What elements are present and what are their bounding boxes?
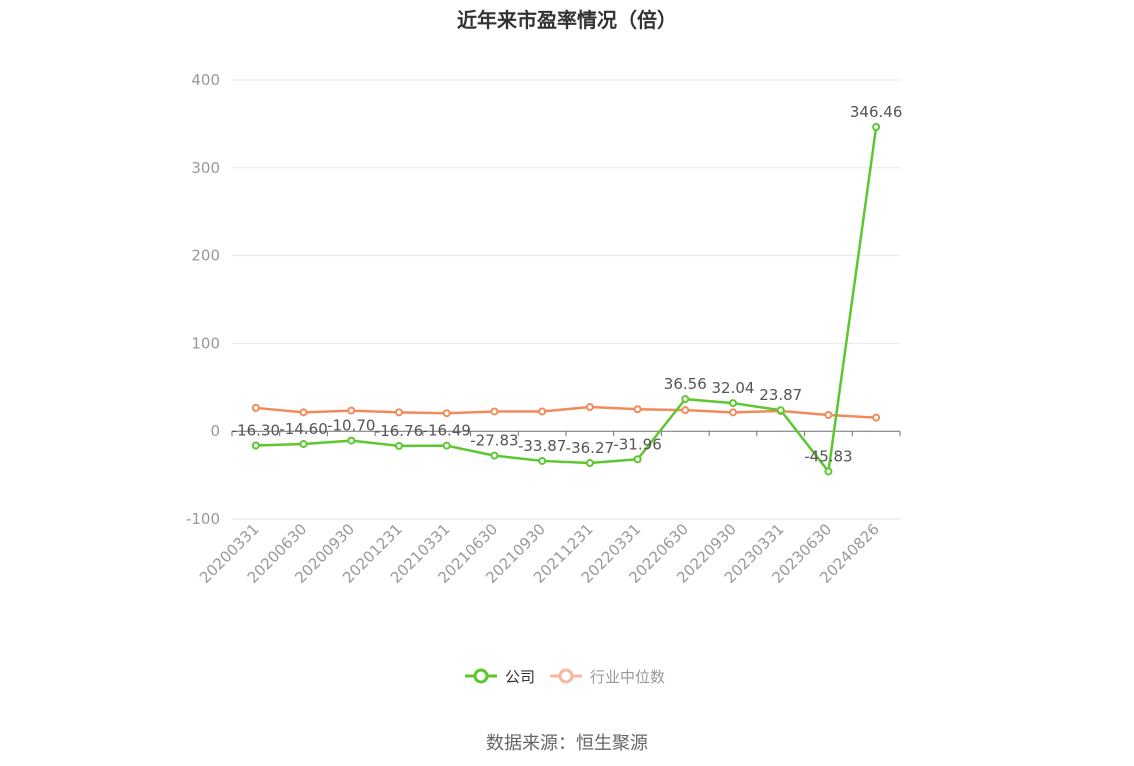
data-point	[538, 456, 547, 465]
series-lines	[251, 123, 881, 476]
legend-item[interactable]: 公司	[465, 668, 535, 686]
data-labels: -16.30 -14.60 -10.70 -16.76 -16.49-27.83 -33.…	[232, 103, 903, 465]
series-line	[255, 405, 877, 419]
data-point	[824, 410, 833, 419]
y-tick-label: 100	[191, 334, 220, 352]
data-label: -45.83	[804, 447, 852, 465]
data-point	[490, 407, 499, 416]
legend-label: 行业中位数	[590, 668, 665, 686]
data-point	[347, 406, 356, 415]
y-tick-label: 200	[191, 247, 220, 265]
data-point	[585, 403, 594, 412]
data-point	[538, 407, 547, 416]
legend[interactable]: 公司 行业中位数	[465, 668, 665, 686]
data-point	[251, 403, 260, 412]
data-point	[824, 467, 833, 476]
data-label: -31.96	[613, 435, 661, 453]
data-point	[681, 406, 690, 415]
chart-title: 近年来市盈率情况（倍）	[457, 8, 677, 32]
data-label: 36.56	[664, 375, 707, 393]
y-tick-label: 400	[191, 71, 220, 89]
data-label: 23.87	[759, 386, 802, 404]
series-line	[255, 126, 878, 473]
data-point	[872, 413, 881, 422]
data-label: -16.76	[375, 422, 423, 440]
grid-lines	[232, 79, 900, 520]
data-label: -33.87	[518, 437, 566, 455]
data-point	[633, 455, 642, 464]
data-point	[490, 451, 499, 460]
data-label: 346.46	[850, 103, 903, 121]
legend-circle-marker	[473, 668, 489, 684]
data-point	[872, 123, 881, 132]
data-point	[299, 440, 308, 449]
data-label: -27.83	[470, 432, 518, 450]
data-point	[442, 409, 451, 418]
data-point	[585, 459, 594, 468]
data-point	[633, 405, 642, 414]
data-point	[729, 399, 737, 408]
data-point	[299, 408, 308, 417]
y-tick-label: 0	[210, 422, 220, 440]
data-point	[347, 436, 356, 445]
data-point	[395, 408, 403, 417]
y-tick-label: -100	[186, 510, 220, 528]
data-point	[395, 441, 403, 450]
data-label: 32.04	[712, 379, 755, 397]
data-point	[776, 406, 785, 415]
axes: -100010020030040020200331202006302020093…	[186, 71, 901, 587]
source-note: 数据来源：恒生聚源	[486, 733, 648, 754]
data-label: -36.27	[566, 439, 614, 457]
legend-circle-marker	[558, 668, 574, 684]
data-point	[251, 441, 260, 450]
data-label: -16.49	[423, 422, 471, 440]
y-tick-label: 300	[191, 159, 220, 177]
data-point	[681, 395, 690, 404]
legend-label: 公司	[505, 668, 535, 686]
data-label: -10.70	[327, 417, 375, 435]
data-point	[729, 408, 737, 417]
data-label: -14.60	[279, 420, 327, 438]
data-label: -16.30	[232, 422, 280, 440]
data-point	[442, 441, 451, 450]
legend-item[interactable]: 行业中位数	[550, 668, 665, 686]
